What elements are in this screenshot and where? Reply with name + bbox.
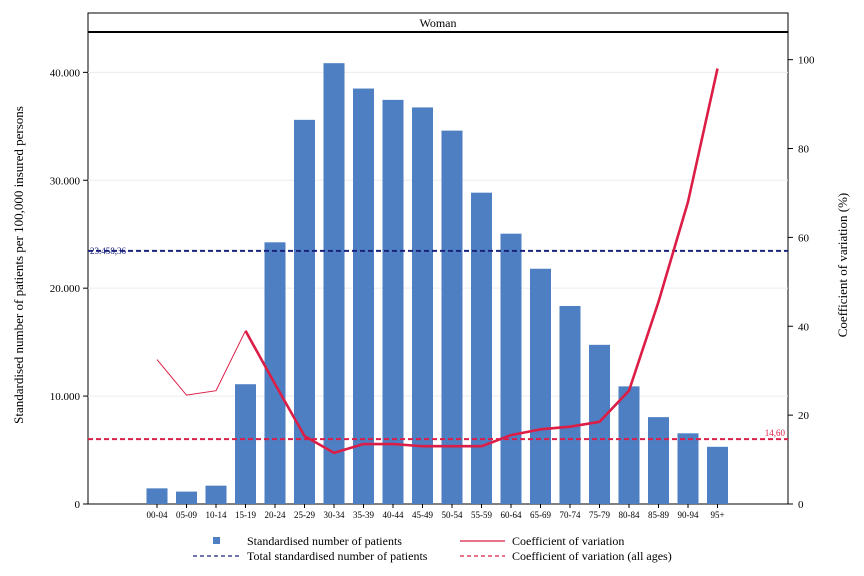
bar — [500, 233, 522, 504]
x-tick-label: 60-64 — [501, 510, 522, 520]
bar — [146, 488, 168, 504]
panel-title: Woman — [419, 16, 456, 30]
cv-reference-label: 14,60 — [765, 428, 786, 438]
reference-lines — [88, 249, 788, 441]
x-tick-label: 35-39 — [353, 510, 374, 520]
x-tick-label: 20-24 — [265, 510, 286, 520]
bar — [441, 130, 463, 504]
left-axis-title: Standardised number of patients per 100,… — [11, 106, 26, 424]
cv-line-thin — [156, 330, 246, 396]
bar — [707, 446, 728, 504]
x-tick-label: 30-34 — [324, 510, 345, 520]
left-tick-label: 30.000 — [50, 175, 81, 187]
cv-series — [156, 68, 719, 455]
x-tick-label: 95+ — [710, 510, 724, 520]
plot-frame — [87, 12, 789, 505]
x-axis-ticks: 00-04 05-09 10-14 15-19 20-24 25-29 30-34 35-39… — [147, 504, 725, 520]
cv-line — [244, 68, 719, 455]
x-tick-label: 00-04 — [147, 510, 168, 520]
right-tick-label: 40 — [798, 321, 810, 333]
right-tick-label: 0 — [798, 499, 804, 511]
legend-bar-label: Standardised number of patients — [247, 534, 402, 548]
bar — [323, 63, 345, 505]
x-tick-label: 25-29 — [294, 510, 315, 520]
x-tick-label: 15-19 — [235, 510, 256, 520]
x-tick-label: 65-69 — [530, 510, 551, 520]
bar — [530, 268, 551, 504]
x-tick-label: 85-89 — [648, 510, 669, 520]
bar — [294, 119, 315, 504]
x-tick-label: 50-54 — [442, 510, 463, 520]
bar — [618, 386, 640, 504]
bar — [353, 88, 374, 505]
gridlines — [88, 71, 788, 397]
left-tick-label: 20.000 — [50, 283, 81, 295]
x-tick-label: 45-49 — [412, 510, 433, 520]
legend-bar-swatch — [213, 537, 220, 544]
bar — [648, 417, 669, 504]
left-axis-ticks: 0 10.000 20.000 30.000 40.000 — [50, 67, 88, 511]
x-tick-label: 70-74 — [560, 510, 581, 520]
legend-total-label: Total standardised number of patients — [247, 549, 428, 563]
right-tick-label: 80 — [798, 144, 810, 156]
bar — [205, 485, 227, 504]
bar — [559, 305, 581, 504]
x-tick-label: 75-79 — [589, 510, 610, 520]
right-tick-label: 20 — [798, 410, 810, 422]
left-tick-label: 40.000 — [50, 67, 81, 79]
x-tick-label: 05-09 — [176, 510, 197, 520]
bar — [471, 192, 492, 504]
bar — [589, 344, 610, 504]
x-tick-label: 10-14 — [206, 510, 227, 520]
left-tick-label: 10.000 — [50, 391, 81, 403]
bar — [412, 107, 433, 504]
right-axis-ticks: 0 20 40 60 80 100 — [788, 55, 815, 511]
x-tick-label: 90-94 — [678, 510, 699, 520]
left-tick-label: 0 — [75, 499, 81, 511]
bar — [235, 384, 256, 504]
x-tick-label: 80-84 — [619, 510, 640, 520]
x-tick-label: 40-44 — [383, 510, 404, 520]
bar-series — [146, 63, 728, 505]
bar — [176, 491, 197, 504]
right-tick-label: 60 — [798, 232, 810, 244]
right-tick-label: 100 — [798, 55, 815, 67]
bar — [677, 433, 699, 504]
legend-cv-label: Coefficient of variation — [512, 534, 624, 548]
legend-cv-ref-label: Coefficient of variation (all ages) — [512, 549, 672, 563]
total-reference-label: 23.458,36 — [90, 246, 127, 256]
bar — [382, 99, 404, 504]
x-tick-label: 55-59 — [471, 510, 492, 520]
legend: Standardised number of patients Coeffici… — [193, 534, 672, 563]
right-axis-title: Coefficient of variation (%) — [835, 193, 850, 338]
